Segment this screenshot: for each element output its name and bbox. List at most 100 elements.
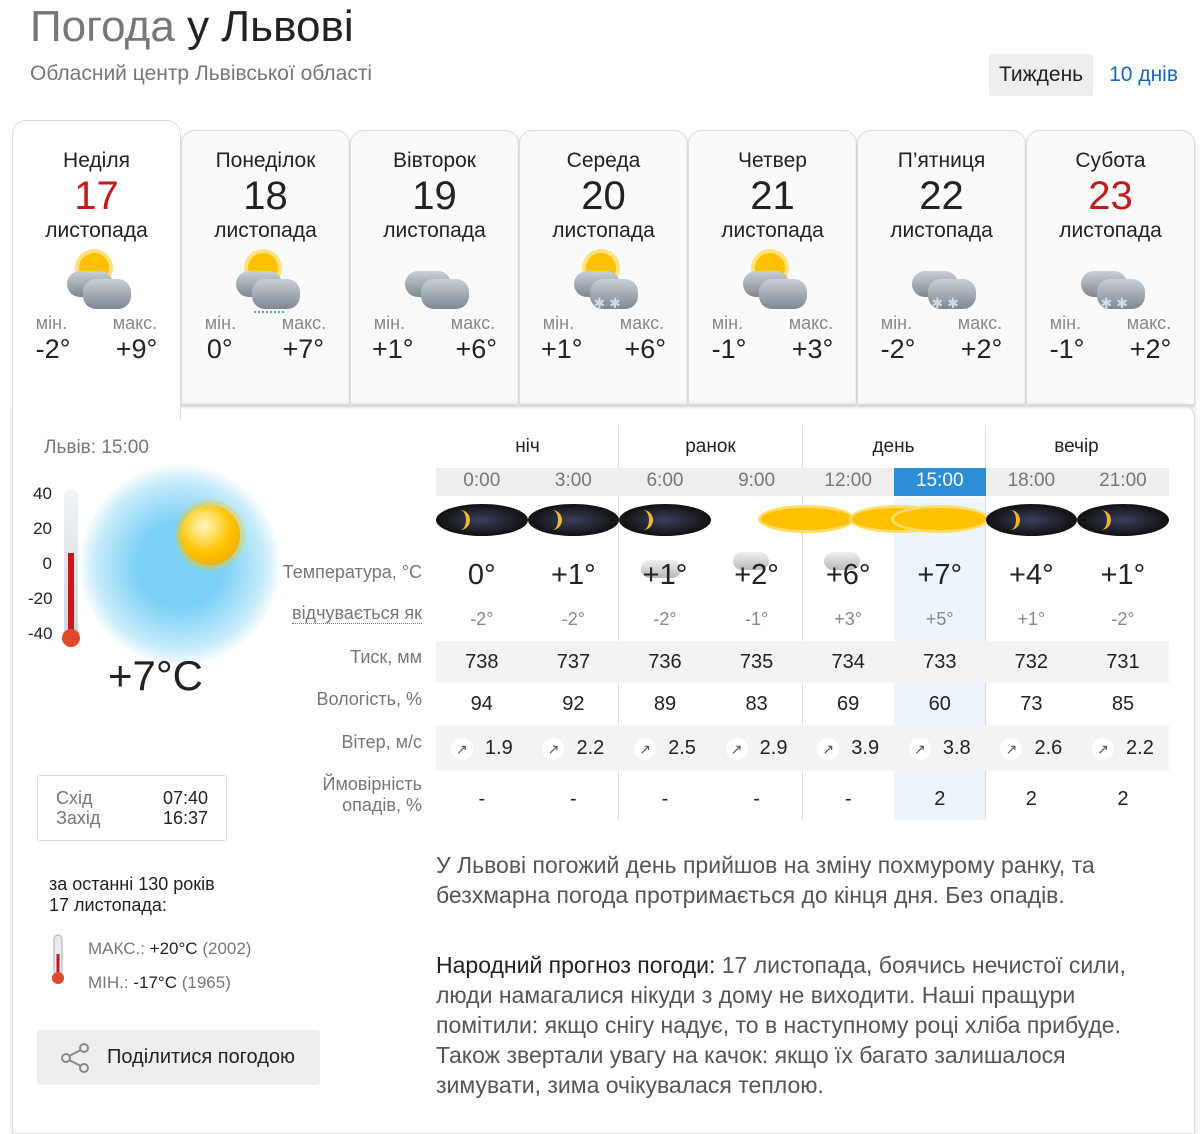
cell-time[interactable]: 12:00: [824, 470, 872, 491]
cell-precip: -: [570, 788, 577, 810]
label-temperature: Температура, °C: [282, 562, 422, 582]
sun-cloud-snow-icon: ✱ ✱: [564, 249, 644, 311]
day-month: листопада: [214, 219, 317, 242]
label-wind: Вітер, м/с: [341, 732, 422, 752]
cell-feels: +3°: [834, 609, 863, 629]
max-temp: +9°: [115, 334, 158, 364]
day-name: Середа: [566, 149, 641, 172]
partly-cloudy-sun-icon: [733, 249, 813, 311]
cell-time[interactable]: 6:00: [646, 470, 684, 491]
folk-forecast: Народний прогноз погоди: 17 листопада, б…: [436, 952, 1126, 1098]
cell-precip: -: [753, 788, 760, 810]
cell-precip: 2: [1117, 788, 1129, 810]
sun-icon: [180, 505, 240, 565]
partly-cloudy-sun-icon: [57, 249, 137, 311]
cell-feels: -1°: [744, 609, 769, 629]
min-label: мін.: [1049, 313, 1082, 333]
day-name: Неділя: [63, 149, 130, 172]
min-label: мін.: [35, 313, 68, 333]
history-thermometer-icon: [52, 934, 64, 984]
history-records: МАКС.: +20°C (2002) МІН.: -17°C (1965): [88, 939, 252, 992]
day-month: листопада: [1059, 219, 1162, 242]
max-label: макс.: [788, 313, 834, 333]
wind-direction-icon: ↗: [1000, 737, 1023, 760]
cell-precip: 2: [1025, 788, 1037, 810]
cell-wind: ↗ 2.5: [619, 725, 711, 771]
hourly-table: ніч ранок день вечір 0:00 3:00 6:00 9:00 12:00 1…: [436, 430, 1169, 828]
row-feels: -2° -2° -2° -1° +3° +5° +1° -2°: [436, 598, 1169, 641]
min-temp: -2°: [880, 334, 916, 364]
cell-pressure: 737: [556, 651, 591, 673]
cell-time[interactable]: 18:00: [1007, 470, 1056, 491]
cell-feels: +5°: [925, 609, 954, 629]
cell-feels: -2°: [470, 609, 494, 629]
min-temp: -1°: [1049, 334, 1085, 364]
day-tab-18[interactable]: Понеділок 18 листопада мін. макс. 0° +7°: [181, 130, 350, 405]
wind-direction-icon: ↗: [634, 737, 657, 760]
clear-night-icon: [1077, 496, 1169, 552]
thermometer-bulb: [62, 629, 80, 647]
wind-direction-icon: ↗: [908, 737, 931, 760]
cell-precip: -: [478, 788, 486, 810]
max-label: макс.: [112, 313, 158, 333]
partly-cloudy-sun-icon: [711, 496, 853, 570]
min-temp: +1°: [371, 334, 414, 364]
max-label: макс.: [450, 313, 496, 333]
week-button[interactable]: Тиждень: [988, 54, 1094, 96]
day-tab-21[interactable]: Четвер 21 листопада мін. макс. -1° +3°: [688, 130, 857, 405]
day-month: листопада: [552, 219, 655, 242]
current-temperature: +7°C: [108, 652, 204, 699]
period-switch: Тиждень 10 днів: [988, 54, 1188, 96]
max-temp: +3°: [791, 334, 834, 364]
cell-pressure: 735: [739, 651, 774, 673]
min-temp: -1°: [711, 334, 747, 364]
day-tab-20[interactable]: Середа 20 листопада ✱ ✱ мін. макс. +1° +6°: [519, 130, 688, 405]
day-tab-19[interactable]: Вівторок 19 листопада мін. макс. +1° +6°: [350, 130, 519, 405]
share-button[interactable]: Поділитися погодою: [37, 1030, 320, 1085]
day-tab-22[interactable]: П’ятниця 22 листопада ✱ ✱ мін. макс. -2° +…: [857, 130, 1026, 405]
cell-precip: -: [661, 788, 669, 810]
wind-direction-icon: ↗: [817, 737, 840, 760]
day-month: листопада: [721, 219, 824, 242]
row-humidity: 94 92 89 83 69 60 73 85: [436, 683, 1169, 725]
sun-times: Схід 07:40 Захід 16:37: [37, 775, 227, 841]
cell-precip: 2: [934, 788, 946, 810]
day-tab-23[interactable]: Субота 23 листопада ✱ ✱ мін. макс. -1° +2°: [1026, 130, 1195, 405]
day-date: 17: [74, 174, 119, 218]
cell-time[interactable]: 9:00: [738, 470, 776, 491]
cell-temp: +2°: [734, 559, 779, 591]
cell-time[interactable]: 21:00: [1099, 470, 1147, 491]
cell-pressure: 732: [1014, 651, 1049, 673]
cell-time[interactable]: 15:00: [893, 468, 986, 496]
period-day: день: [872, 436, 915, 457]
cloud-snow-icon: ✱ ✱: [1071, 249, 1151, 311]
max-label: макс.: [619, 313, 665, 333]
period-morning: ранок: [685, 436, 736, 457]
row-temp: 0° +1° +1° +2° +6° +7° +4° +1°: [436, 552, 1169, 598]
cell-precip: -: [844, 788, 852, 810]
min-label: мін.: [204, 313, 237, 333]
cell-wind: ↗ 2.6: [986, 725, 1078, 771]
day-tab-17[interactable]: Неділя 17 листопада мін. макс. -2° +9°: [12, 120, 181, 420]
cell-time[interactable]: 0:00: [463, 470, 501, 491]
label-feels-like[interactable]: відчувається як: [292, 603, 422, 624]
sunrise-time: 07:40: [162, 788, 208, 808]
day-name: Субота: [1075, 149, 1146, 172]
min-label: мін.: [373, 313, 406, 333]
min-label: мін.: [711, 313, 744, 333]
cell-time[interactable]: 3:00: [554, 470, 592, 491]
ten-days-link[interactable]: 10 днів: [1109, 63, 1178, 86]
sunrise-label: Схід: [56, 788, 93, 808]
label-precip: Ймовірність опадів, %: [322, 774, 422, 815]
cell-temp: +1°: [642, 559, 688, 591]
label-pressure: Тиск, мм: [350, 647, 422, 667]
row-precip: - - - - - 2 2 2: [436, 771, 1169, 828]
current-time-label: Львів: 15:00: [44, 437, 149, 458]
divider: [618, 425, 619, 820]
cell-wind: ↗ 1.9: [436, 725, 528, 771]
period-night: ніч: [515, 436, 540, 457]
max-temp: +2°: [960, 334, 1003, 364]
cell-wind: ↗ 2.2: [528, 725, 620, 771]
cell-feels: -2°: [653, 609, 677, 629]
clear-night-icon: [527, 496, 620, 552]
